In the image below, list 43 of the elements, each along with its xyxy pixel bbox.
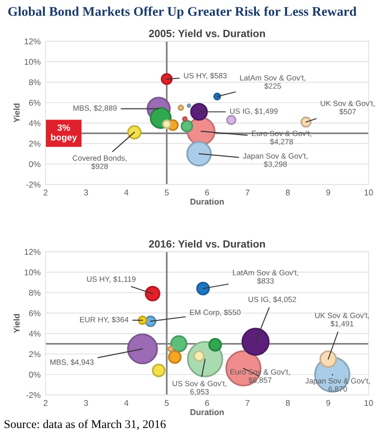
x-tick-label: 5: [164, 190, 169, 196]
x-tick-label: 9: [326, 400, 330, 406]
y-tick-label: 10%: [24, 58, 40, 65]
x-tick-label: 3: [84, 190, 88, 196]
x-tick-label: 7: [246, 190, 250, 196]
y-tick-label: 0%: [29, 161, 40, 168]
x-tick-label: 6: [205, 190, 210, 196]
y-tick-label: 6%: [29, 100, 40, 106]
source-note: Source: data as of March 31, 2016: [4, 420, 166, 430]
y-tick-label: 8%: [29, 79, 40, 86]
x-axis-title: Duration: [190, 408, 224, 416]
x-tick-label: 4: [124, 400, 128, 406]
y-axis-title: Yield: [14, 314, 20, 333]
x-axis-title: Duration: [190, 198, 224, 205]
x-tick-label: 8: [286, 190, 290, 196]
y-tick-label: -2%: [26, 182, 40, 188]
x-tick-label: 9: [326, 190, 330, 196]
y-tick-label: 6%: [29, 310, 40, 316]
chart-title: 2016: Yield vs. Duration: [148, 240, 265, 248]
x-tick-label: 2: [44, 400, 48, 406]
x-tick-label: 8: [286, 400, 290, 406]
y-tick-label: 2%: [29, 140, 40, 147]
x-tick-label: 3: [84, 400, 88, 406]
x-tick-label: 6: [205, 400, 210, 406]
chart-title: 2005: Yield vs. Duration: [148, 30, 265, 38]
y-tick-label: 8%: [29, 290, 40, 296]
y-tick-label: 10%: [24, 269, 40, 276]
x-tick-label: 2: [44, 190, 48, 196]
y-tick-label: 0%: [29, 372, 40, 378]
x-tick-label: 5: [164, 400, 169, 406]
y-tick-label: 2%: [29, 351, 40, 358]
y-tick-label: 4%: [28, 330, 40, 337]
x-tick-label: 7: [246, 400, 250, 406]
y-tick-label: 12%: [24, 38, 40, 44]
y-tick-label: 4%: [28, 120, 40, 126]
x-tick-label: 10: [364, 190, 373, 196]
text: Global Bond Markets Offer Up Greater Risk for Less Reward: [8, 6, 357, 19]
y-tick-label: 12%: [24, 248, 40, 255]
ref-line-label: 3% bogey: [51, 124, 77, 142]
y-axis-title: Yield: [14, 104, 20, 122]
y-tick-label: -2%: [26, 392, 40, 398]
x-tick-label: 10: [364, 400, 373, 406]
x-tick-label: 4: [124, 190, 128, 196]
